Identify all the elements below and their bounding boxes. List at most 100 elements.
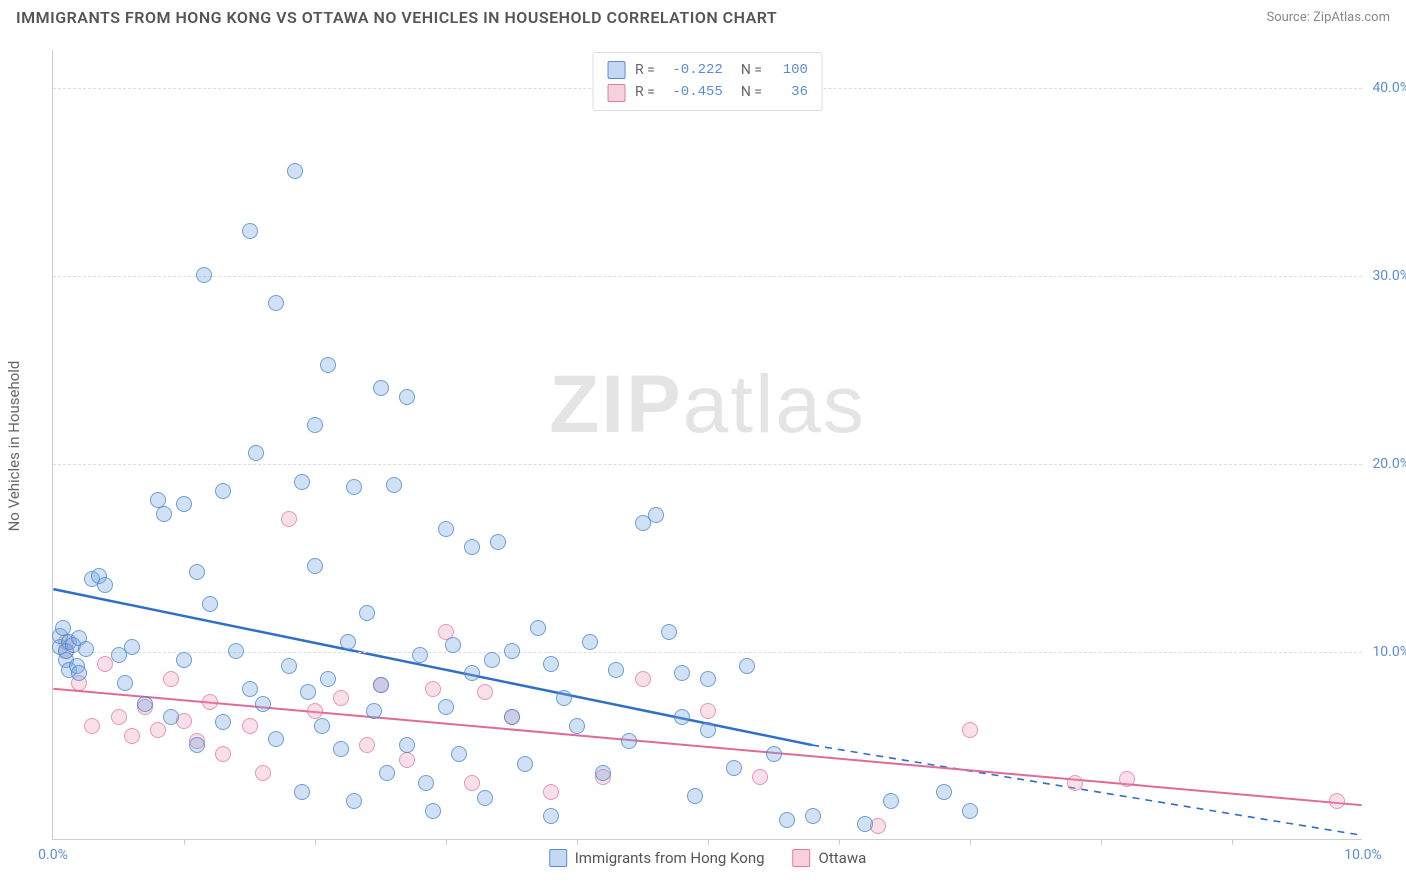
x-tick-mark (446, 839, 447, 845)
scatter-point-pink (163, 671, 179, 687)
scatter-point-blue (739, 658, 755, 674)
legend-r-label: R = (635, 81, 655, 103)
scatter-point-blue (176, 496, 192, 512)
scatter-point-blue (287, 163, 303, 179)
scatter-point-blue (314, 718, 330, 734)
scatter-point-blue (215, 714, 231, 730)
scatter-point-blue (300, 684, 316, 700)
scatter-point-blue (97, 577, 113, 593)
scatter-point-pink (1329, 793, 1345, 809)
scatter-point-blue (71, 665, 87, 681)
legend-n-label: N = (741, 81, 762, 103)
scatter-point-pink (215, 746, 231, 762)
scatter-point-blue (936, 784, 952, 800)
scatter-point-pink (242, 718, 258, 734)
legend-row: R =-0.222N =100 (607, 59, 808, 81)
scatter-point-blue (674, 665, 690, 681)
scatter-point-blue (78, 641, 94, 657)
scatter-point-blue (156, 506, 172, 522)
scatter-point-blue (700, 722, 716, 738)
scatter-point-blue (700, 671, 716, 687)
legend-r-value: -0.222 (665, 59, 723, 81)
scatter-point-blue (176, 652, 192, 668)
scatter-point-blue (451, 746, 467, 762)
x-tick-mark (315, 839, 316, 845)
gridline (53, 652, 1362, 653)
scatter-point-blue (661, 624, 677, 640)
scatter-point-blue (595, 765, 611, 781)
scatter-point-pink (464, 775, 480, 791)
series-legend-item: Immigrants from Hong Kong (549, 849, 765, 867)
x-tick-mark (1101, 839, 1102, 845)
scatter-point-blue (399, 737, 415, 753)
scatter-point-blue (779, 812, 795, 828)
scatter-point-blue (307, 558, 323, 574)
scatter-point-blue (674, 709, 690, 725)
scatter-point-blue (373, 677, 389, 693)
scatter-point-blue (608, 662, 624, 678)
scatter-point-blue (687, 788, 703, 804)
scatter-point-blue (189, 737, 205, 753)
scatter-point-blue (484, 652, 500, 668)
scatter-point-blue (464, 539, 480, 555)
scatter-point-pink (333, 690, 349, 706)
x-tick-label: 0.0% (38, 847, 68, 863)
y-axis-label: No Vehicles in Household (5, 361, 23, 532)
scatter-point-blue (504, 643, 520, 659)
scatter-point-blue (438, 521, 454, 537)
scatter-point-blue (242, 681, 258, 697)
x-tick-mark (708, 839, 709, 845)
series-legend: Immigrants from Hong Kong Ottawa (549, 849, 867, 867)
legend-swatch-blue (549, 849, 567, 867)
series-legend-label: Ottawa (819, 849, 867, 867)
watermark: ZIPatlas (549, 358, 866, 452)
scatter-point-blue (366, 703, 382, 719)
scatter-point-blue (359, 605, 375, 621)
legend-row: R = -0.455 N = 36 (607, 81, 808, 103)
scatter-point-blue (242, 223, 258, 239)
scatter-point-blue (294, 474, 310, 490)
scatter-point-pink (477, 684, 493, 700)
x-tick-mark (184, 839, 185, 845)
scatter-point-pink (84, 718, 100, 734)
scatter-point-blue (215, 483, 231, 499)
legend-r-label: R = (635, 59, 655, 81)
scatter-point-pink (307, 703, 323, 719)
legend-swatch-blue (607, 61, 625, 79)
scatter-point-pink (281, 511, 297, 527)
scatter-point-pink (124, 728, 140, 744)
correlation-legend: R = -0.222 N = 100R = -0.455 N = 36 (592, 52, 823, 111)
scatter-point-blue (333, 741, 349, 757)
scatter-point-blue (648, 507, 664, 523)
scatter-point-blue (163, 709, 179, 725)
scatter-point-blue (320, 671, 336, 687)
scatter-point-blue (438, 699, 454, 715)
scatter-point-blue (464, 665, 480, 681)
series-legend-label: Immigrants from Hong Kong (575, 849, 765, 867)
scatter-point-blue (137, 696, 153, 712)
scatter-point-blue (412, 647, 428, 663)
scatter-point-blue (268, 295, 284, 311)
legend-n-value: 36 (772, 81, 808, 103)
scatter-point-blue (621, 733, 637, 749)
scatter-point-pink (962, 722, 978, 738)
scatter-point-blue (517, 756, 533, 772)
scatter-point-blue (373, 380, 389, 396)
scatter-point-pink (399, 752, 415, 768)
scatter-point-blue (248, 445, 264, 461)
scatter-point-blue (307, 417, 323, 433)
x-tick-label: 10.0% (1344, 847, 1382, 863)
scatter-point-blue (766, 746, 782, 762)
scatter-point-blue (490, 534, 506, 550)
x-tick-mark (839, 839, 840, 845)
legend-r-value: -0.455 (665, 81, 723, 103)
scatter-point-blue (294, 784, 310, 800)
legend-swatch-pink (793, 849, 811, 867)
scatter-point-blue (445, 637, 461, 653)
scatter-point-pink (543, 784, 559, 800)
scatter-point-blue (399, 389, 415, 405)
legend-n-value: 100 (772, 59, 808, 81)
scatter-point-blue (196, 267, 212, 283)
scatter-point-blue (124, 639, 140, 655)
scatter-point-blue (962, 803, 978, 819)
